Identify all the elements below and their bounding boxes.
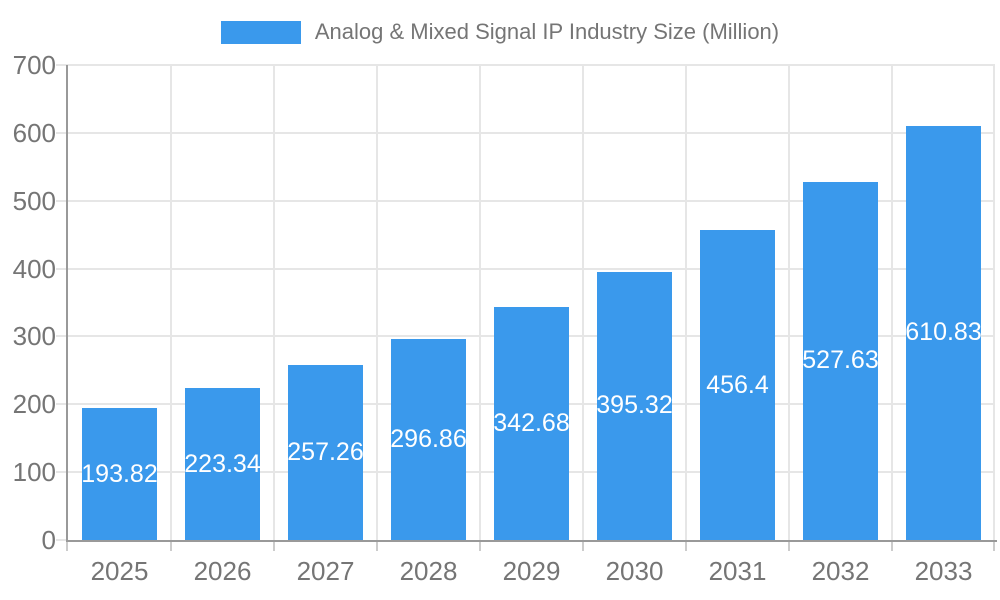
legend[interactable]: Analog & Mixed Signal IP Industry Size (… bbox=[0, 14, 1000, 50]
bar[interactable]: 456.4 bbox=[700, 230, 775, 540]
x-axis-tick bbox=[273, 542, 275, 551]
bar[interactable]: 257.26 bbox=[287, 365, 364, 540]
x-axis-tick bbox=[891, 542, 893, 551]
bar-value-label: 610.83 bbox=[905, 318, 982, 347]
bar[interactable]: 223.34 bbox=[184, 388, 261, 540]
x-axis-tick bbox=[993, 542, 995, 551]
x-tick-label: 2025 bbox=[90, 556, 149, 586]
gridline-v bbox=[376, 65, 378, 540]
x-tick-label: 2032 bbox=[811, 556, 870, 586]
gridline-h bbox=[56, 131, 995, 134]
y-tick-label: 0 bbox=[41, 525, 56, 555]
x-tick-label: 2030 bbox=[605, 556, 664, 586]
y-tick-label: 500 bbox=[12, 185, 56, 216]
gridline-v bbox=[273, 65, 275, 540]
bar[interactable]: 610.83 bbox=[905, 125, 982, 540]
y-tick-label: 100 bbox=[12, 457, 56, 488]
gridline-h bbox=[56, 267, 995, 270]
x-axis-tick bbox=[685, 542, 687, 551]
x-tick-label: 2026 bbox=[193, 556, 252, 586]
x-tick-label: 2027 bbox=[296, 556, 355, 586]
x-tick-label: 2033 bbox=[914, 556, 973, 586]
bar[interactable]: 395.32 bbox=[596, 271, 673, 540]
x-axis-line bbox=[66, 540, 997, 542]
bar-value-label: 223.34 bbox=[184, 449, 261, 478]
x-axis-tick bbox=[170, 542, 172, 551]
bar-value-label: 342.68 bbox=[493, 409, 570, 438]
y-axis-tick bbox=[56, 539, 68, 541]
plot-area: 193.82 223.34 257.26 296.86 342.68 395.32 456.… bbox=[56, 64, 997, 551]
x-axis-tick bbox=[66, 542, 68, 551]
gridline-v bbox=[891, 65, 893, 540]
gridline-h bbox=[56, 199, 995, 202]
x-tick-label: 2029 bbox=[502, 556, 561, 586]
gridline-v bbox=[993, 65, 995, 540]
bar[interactable]: 527.63 bbox=[802, 181, 879, 540]
y-axis-line bbox=[66, 65, 68, 542]
bar-value-label: 193.82 bbox=[81, 459, 158, 488]
x-tick-label: 2031 bbox=[708, 556, 767, 586]
bar[interactable]: 342.68 bbox=[493, 307, 570, 540]
bar-value-label: 456.4 bbox=[706, 370, 769, 399]
bar-value-label: 257.26 bbox=[287, 438, 364, 467]
gridline-v bbox=[582, 65, 584, 540]
x-axis-tick bbox=[479, 542, 481, 551]
gridline-v bbox=[685, 65, 687, 540]
bar-value-label: 527.63 bbox=[802, 346, 879, 375]
y-tick-label: 300 bbox=[12, 321, 56, 352]
bar-value-label: 395.32 bbox=[596, 391, 673, 420]
gridline-h bbox=[56, 64, 995, 66]
y-tick-label: 700 bbox=[12, 50, 56, 80]
bar[interactable]: 193.82 bbox=[81, 408, 158, 540]
legend-swatch bbox=[220, 20, 301, 44]
y-tick-label: 200 bbox=[12, 389, 56, 420]
x-tick-label: 2028 bbox=[399, 556, 458, 586]
y-tick-label: 400 bbox=[12, 253, 56, 284]
y-tick-label: 600 bbox=[12, 117, 56, 148]
bar[interactable]: 296.86 bbox=[390, 338, 467, 540]
gridline-v bbox=[170, 65, 172, 540]
legend-label: Analog & Mixed Signal IP Industry Size (… bbox=[314, 19, 780, 44]
bar-value-label: 296.86 bbox=[390, 424, 467, 453]
x-axis-tick bbox=[376, 542, 378, 551]
x-axis-tick bbox=[582, 542, 584, 551]
gridline-v bbox=[479, 65, 481, 540]
gridline-v bbox=[788, 65, 790, 540]
x-axis-tick bbox=[788, 542, 790, 551]
